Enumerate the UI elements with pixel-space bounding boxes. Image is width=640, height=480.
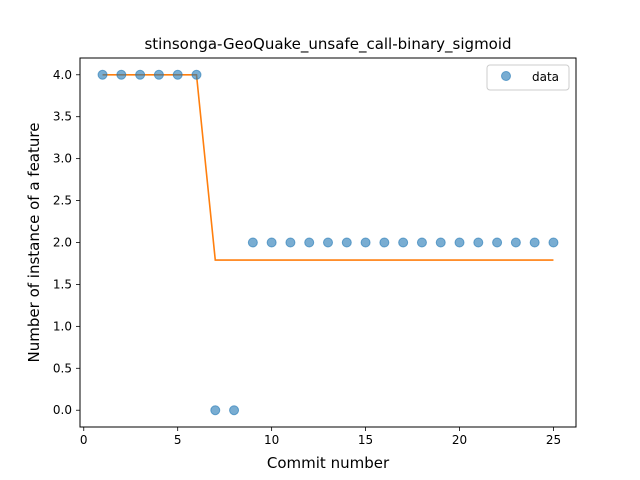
x-tick-label: 10 [264,433,279,447]
chart-title: stinsonga-GeoQuake_unsafe_call-binary_si… [144,35,511,54]
x-tick-label: 0 [80,433,88,447]
data-point [548,237,559,248]
data-point [135,69,146,80]
data-point [398,237,409,248]
plot-frame [79,57,577,428]
data-point [153,69,164,80]
data-point [266,237,277,248]
legend: data [486,64,570,91]
data-point [529,237,540,248]
fit-line [102,73,554,261]
x-tick-label: 5 [174,433,182,447]
fit-line-layer [102,73,554,261]
data-point [435,237,446,248]
data-point [172,69,183,80]
y-tick-label: 3.0 [53,152,72,166]
y-tick-label: 2.0 [53,236,72,250]
x-tick-label: 20 [452,433,467,447]
y-tick-label: 0.0 [53,403,72,417]
data-point [492,237,503,248]
data-point [454,237,465,248]
y-tick-label: 1.0 [53,319,72,333]
data-point [360,237,371,248]
data-point [191,69,202,80]
x-axis-label: Commit number [267,454,390,472]
y-tick-label: 3.5 [53,110,72,124]
y-tick-label: 4.0 [53,68,72,82]
data-point [416,237,427,248]
data-point [116,69,127,80]
x-tick-label: 15 [358,433,373,447]
y-axis-label: Number of instance of a feature [25,123,43,363]
data-point [304,237,315,248]
data-point [341,237,352,248]
y-tick-label: 2.5 [53,194,72,208]
data-point [510,237,521,248]
data-point [210,405,221,416]
axis-ticks: 0 5 10 15 20 25 0.0 0.5 1.0 1.5 2.0 2.5 3.0 3.5 4.0 [53,68,561,447]
data-point [285,237,296,248]
data-point [247,237,258,248]
data-points-layer [97,69,559,416]
data-point [229,405,240,416]
y-tick-label: 1.5 [53,277,72,291]
data-point [323,237,333,248]
data-point [97,69,108,80]
legend-marker [501,71,511,81]
legend-label: data [532,70,559,84]
data-point [473,237,484,248]
x-tick-label: 25 [546,433,561,447]
data-point [379,237,390,248]
y-tick-label: 0.5 [53,361,72,375]
